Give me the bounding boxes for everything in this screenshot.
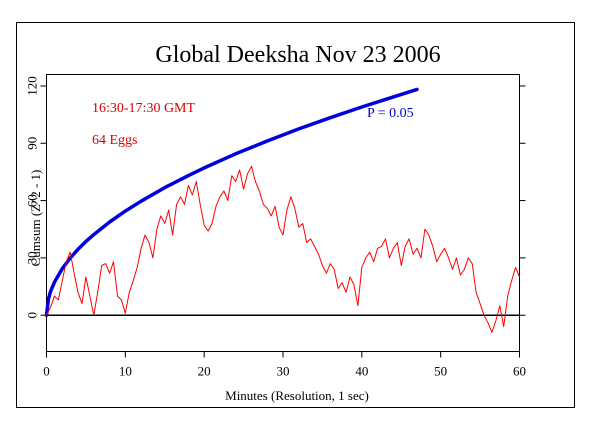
cumsum-series-line — [46, 165, 520, 333]
x-axis-ticks: 0 10 20 30 40 50 60 — [43, 351, 526, 379]
annotation-egg-count: 64 Eggs — [92, 133, 138, 148]
x-tick-label: 10 — [119, 364, 132, 379]
y-tick-label: 90 — [25, 137, 40, 150]
y-axis-ticks: 0 30 60 90 120 — [25, 76, 526, 318]
annotation-time-range: 16:30-17:30 GMT — [92, 101, 196, 116]
chart-title: Global Deeksha Nov 23 2006 — [155, 42, 440, 68]
x-tick-label: 40 — [355, 364, 368, 379]
y-tick-label: 60 — [25, 194, 40, 207]
x-axis-label: Minutes (Resolution, 1 sec) — [225, 388, 369, 403]
y-tick-label: 30 — [25, 251, 40, 264]
outer-border — [16, 22, 575, 408]
annotation-probability: P = 0.05 — [367, 106, 414, 121]
x-tick-label: 30 — [277, 364, 290, 379]
x-tick-label: 20 — [198, 364, 211, 379]
x-tick-label: 0 — [43, 364, 50, 379]
y-tick-label: 120 — [25, 76, 40, 96]
y-tick-label: 0 — [25, 312, 40, 319]
x-tick-label: 60 — [513, 364, 526, 379]
plot-frame — [46, 74, 520, 352]
y-axis-label: Cumsum (Z^2 - 1) — [28, 170, 43, 267]
p05-envelope-line — [44, 87, 419, 317]
x-tick-label: 50 — [434, 364, 447, 379]
